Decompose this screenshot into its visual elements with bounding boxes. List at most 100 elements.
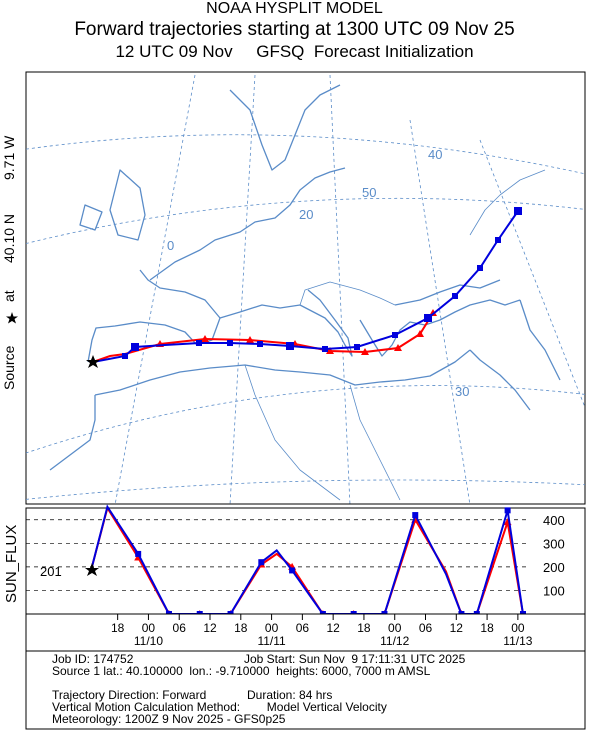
chart-gridlines [26, 519, 530, 591]
coast-black-sea [394, 279, 501, 306]
source-at: at [1, 290, 17, 302]
border-africa-1 [244, 364, 341, 501]
series-blue-point [258, 559, 265, 566]
x-hour-label: 18 [357, 621, 371, 635]
x-hour-label: 00 [511, 621, 525, 635]
lon-line-20e [409, 119, 471, 504]
source-1-info: Source 1 lat.: 40.100000 lon.: -9.710000… [52, 664, 431, 678]
coast-italy [219, 289, 353, 357]
vertical-motion: Vertical Motion Calculation Method: Mode… [52, 700, 387, 714]
source-vertical-label: Source at 40.10 N 9.71 W [1, 135, 18, 390]
map-frame [25, 71, 586, 505]
trajectory-direction: Trajectory Direction: Forward [52, 688, 207, 702]
blue-marker [514, 207, 522, 215]
border-east-europe [469, 169, 546, 236]
lat-label: 20 [299, 207, 313, 222]
red-marker [326, 347, 334, 354]
chart-ytick-label: 100 [543, 583, 565, 598]
x-hour-label: 06 [419, 621, 433, 635]
forecast-subtitle: 12 UTC 09 Nov GFSQ Forecast Initializati… [115, 42, 474, 61]
blue-marker [424, 314, 432, 322]
red-marker [394, 344, 402, 351]
blue-marker [354, 344, 360, 350]
blue-marker [286, 342, 294, 350]
border-alps [299, 281, 396, 306]
series-blue-point [289, 567, 296, 574]
blue-marker [122, 353, 128, 359]
source-star-icon [6, 312, 18, 324]
x-date-label: 11/13 [503, 634, 532, 648]
coast-caspian [519, 299, 561, 381]
blue-marker [392, 332, 398, 338]
x-hour-label: 12 [203, 621, 217, 635]
graticule-labels: 50 40 30 20 0 [167, 147, 469, 399]
trajectory-blue-markers [122, 207, 522, 359]
job-id: Job ID: 174752 [52, 652, 134, 666]
x-hour-label: 00 [388, 621, 402, 635]
x-hour-label: 00 [142, 621, 156, 635]
info-frame [25, 650, 586, 730]
x-hour-label: 18 [480, 621, 494, 635]
coastlines [49, 84, 561, 501]
graticule [26, 74, 585, 504]
lat-line-40 [26, 197, 585, 244]
red-marker [201, 335, 209, 342]
x-hour-label: 12 [326, 621, 340, 635]
series-blue-point [412, 512, 419, 519]
x-hour-label: 18 [111, 621, 125, 635]
blue-marker [322, 346, 328, 352]
chart-ylabel: SUN_FLUX [3, 525, 20, 603]
chart-source-value: 201 [40, 564, 62, 579]
time-axis-frame [25, 613, 586, 652]
source-lon: 9.71 W [1, 135, 17, 180]
red-marker [246, 336, 254, 343]
coast-north-africa [94, 349, 471, 396]
lon-label: 0 [167, 238, 174, 253]
chart-source-star-icon [85, 563, 99, 576]
lat-line-50 [26, 134, 585, 175]
chart-ytick-labels: 400 300 200 100 [543, 513, 565, 599]
red-marker [361, 348, 369, 355]
source-star-icon [86, 355, 100, 368]
coast-ireland [79, 204, 103, 231]
lat-line-30 [26, 385, 585, 454]
chart-ytick-label: 400 [543, 513, 565, 528]
blue-marker [452, 293, 458, 299]
duration: Duration: 84 hrs [247, 688, 333, 702]
source-lat: 40.10 N [1, 214, 17, 263]
coast-north-europe [149, 167, 346, 281]
coast-scandinavia [229, 84, 341, 171]
x-date-label: 11/12 [380, 634, 409, 648]
x-date-label: 11/11 [257, 634, 286, 648]
border-africa-2 [349, 384, 401, 501]
chart-ytick-label: 300 [543, 536, 565, 551]
x-hour-label: 00 [265, 621, 279, 635]
x-hour-label: 06 [296, 621, 310, 635]
lon-line-10w [114, 74, 196, 504]
source-word: Source [1, 345, 17, 390]
meteorology: Meteorology: 1200Z 9 Nov 2025 - GFS0p25 [52, 712, 286, 726]
blue-marker [495, 237, 501, 243]
series-blue-point [504, 507, 511, 514]
trajectory-title: Forward trajectories starting at 1300 UT… [74, 19, 515, 40]
coast-atlantic-africa [49, 395, 96, 471]
lat-label: 30 [455, 384, 469, 399]
blue-marker [477, 265, 483, 271]
lat-label: 50 [362, 185, 376, 200]
x-hour-label: 12 [450, 621, 464, 635]
chart-ytick-label: 200 [543, 560, 565, 575]
blue-marker [131, 343, 139, 351]
lat-line-20 [26, 479, 585, 500]
lat-label: 40 [428, 147, 442, 162]
x-date-label: 11/10 [134, 634, 163, 648]
sun-flux-chart: 400 300 200 100 SUN_FLUX 201 18 00 06 12 18 00 06… [3, 504, 586, 652]
coast-britain [109, 169, 146, 241]
lon-line-30e [479, 139, 585, 409]
chart-frame [25, 507, 586, 615]
red-marker [416, 330, 424, 337]
blue-marker [196, 340, 202, 346]
coast-levant [469, 349, 531, 411]
model-title: NOAA HYSPLIT MODEL [206, 0, 383, 17]
